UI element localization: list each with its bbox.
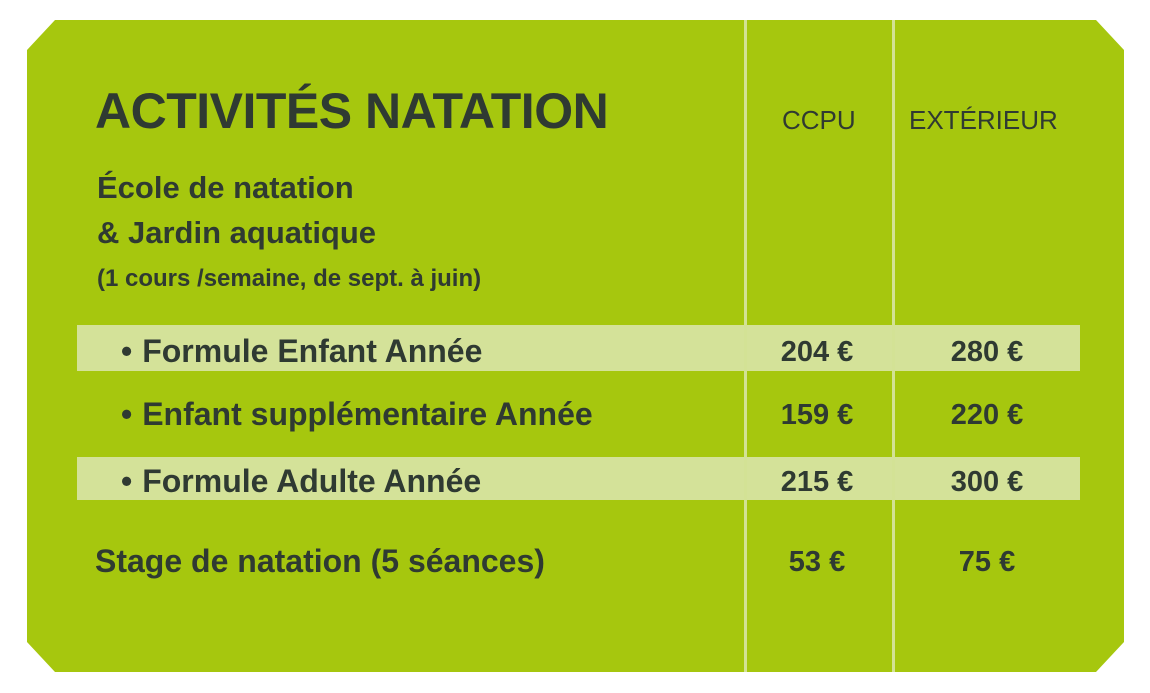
highlight-band — [77, 457, 1080, 500]
highlight-band — [77, 325, 1080, 371]
bullet-icon: • — [121, 463, 133, 499]
column-divider — [744, 20, 747, 672]
row-label-text: Enfant supplémentaire Année — [142, 396, 593, 432]
column-header-ccpu: CCPU — [782, 105, 856, 135]
price-exterieur: 220 € — [950, 399, 1024, 431]
bullet-icon: • — [121, 333, 133, 369]
price-row: • Formule Adulte Année 215 € 300 € — [27, 457, 1124, 503]
row-label: • Formule Enfant Année — [121, 333, 482, 370]
row-label: • Enfant supplémentaire Année — [121, 396, 593, 433]
price-ccpu: 159 € — [780, 399, 854, 431]
price-exterieur: 280 € — [950, 336, 1024, 368]
price-card: ACTIVITÉS NATATION CCPU EXTÉRIEUR École … — [27, 20, 1124, 672]
row-label: • Formule Adulte Année — [121, 463, 481, 500]
row-label-text: Formule Adulte Année — [142, 463, 482, 499]
section-title: École de natation — [97, 170, 354, 205]
price-ccpu: 204 € — [780, 336, 854, 368]
page-title: ACTIVITÉS NATATION — [95, 83, 609, 139]
section-note: (1 cours /semaine, de sept. à juin) — [97, 265, 482, 292]
price-row: • Formule Enfant Année 204 € 280 € — [27, 327, 1124, 373]
price-ccpu: 53 € — [788, 546, 846, 578]
row-label-text: Stage de natation (5 séances) — [95, 543, 545, 579]
price-exterieur: 300 € — [950, 466, 1024, 498]
price-row: • Enfant supplémentaire Année 159 € 220 € — [27, 390, 1124, 436]
column-divider — [892, 20, 895, 672]
price-ccpu: 215 € — [780, 466, 854, 498]
price-exterieur: 75 € — [958, 546, 1016, 578]
column-header-exterieur: EXTÉRIEUR — [909, 105, 1058, 135]
section-subtitle: & Jardin aquatique — [97, 215, 377, 250]
bullet-icon: • — [121, 396, 133, 432]
row-label-text: Formule Enfant Année — [142, 333, 483, 369]
price-row: Stage de natation (5 séances) 53 € 75 € — [27, 537, 1124, 583]
